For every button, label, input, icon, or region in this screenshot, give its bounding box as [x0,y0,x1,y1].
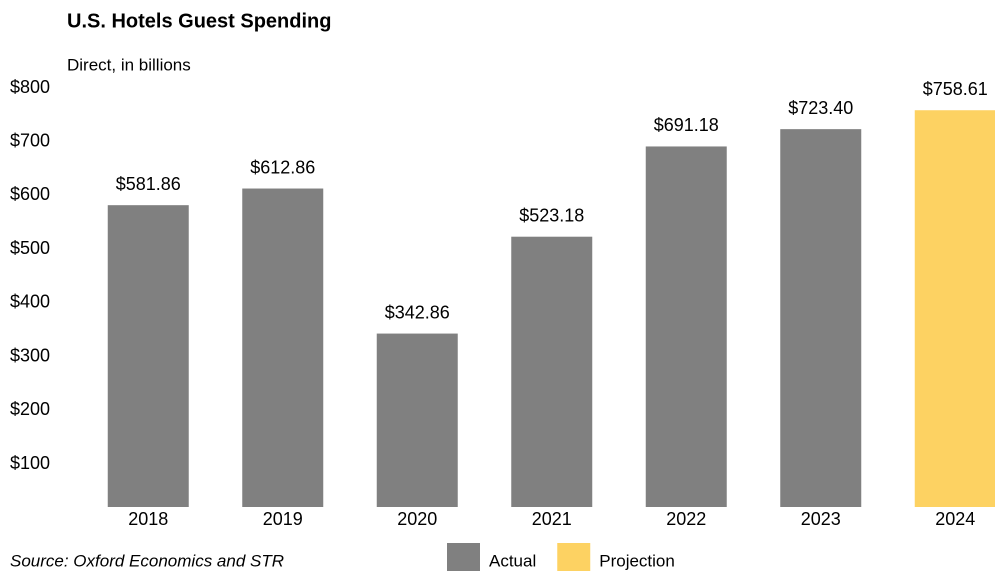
legend-label: Projection [599,551,675,570]
source-note: Source: Oxford Economics and STR [10,551,284,570]
bar [107,205,189,507]
legend-label: Actual [489,551,536,570]
data-label: $581.86 [116,174,181,194]
x-tick-label: 2020 [397,509,437,529]
data-label: $612.86 [250,157,315,177]
data-label: $723.40 [788,98,853,118]
chart-subtitle: Direct, in billions [67,55,191,74]
y-tick-label: $600 [10,184,50,204]
y-tick-label: $800 [10,77,50,97]
data-label: $758.61 [923,79,988,99]
y-tick-label: $200 [10,399,50,419]
y-tick-label: $300 [10,345,50,365]
bar [511,236,593,507]
bar [645,146,727,507]
bar [780,129,862,507]
x-tick-label: 2023 [801,509,841,529]
y-tick-label: $500 [10,238,50,258]
bar [242,188,324,507]
data-label: $691.18 [654,115,719,135]
y-tick-label: $100 [10,453,50,473]
data-label: $342.86 [385,302,450,322]
legend-swatch [557,543,591,571]
x-tick-label: 2019 [263,509,303,529]
bar [914,110,995,507]
x-tick-label: 2018 [128,509,168,529]
x-tick-label: 2024 [935,509,975,529]
data-label: $523.18 [519,205,584,225]
y-tick-label: $400 [10,292,50,312]
x-tick-label: 2022 [666,509,706,529]
chart-title: U.S. Hotels Guest Spending [67,10,331,32]
x-tick-label: 2021 [532,509,572,529]
bar [376,333,458,507]
legend-swatch [447,543,480,571]
y-tick-label: $700 [10,130,50,150]
